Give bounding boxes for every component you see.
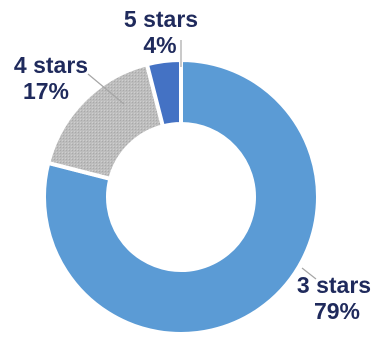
slices-layer (42, 58, 320, 336)
leader-line-3-stars (301, 267, 317, 280)
leader-lines-layer (87, 40, 317, 280)
slice-percent-3-stars: 79% (314, 298, 360, 324)
donut-slice-4-stars (46, 62, 165, 181)
slice-label-5-stars: 5 stars (124, 6, 198, 32)
donut-slice-5-stars (144, 58, 183, 129)
labels-layer: 3 stars 79% 4 stars 17% 5 stars 4% (14, 6, 371, 324)
slice-label-4-stars: 4 stars (14, 52, 88, 78)
slice-label-3-stars: 3 stars (297, 272, 371, 298)
leader-line-4-stars (87, 73, 125, 105)
donut-slice-3-stars (42, 58, 320, 336)
slice-percent-4-stars: 17% (23, 78, 69, 104)
slice-percent-5-stars: 4% (143, 32, 176, 58)
